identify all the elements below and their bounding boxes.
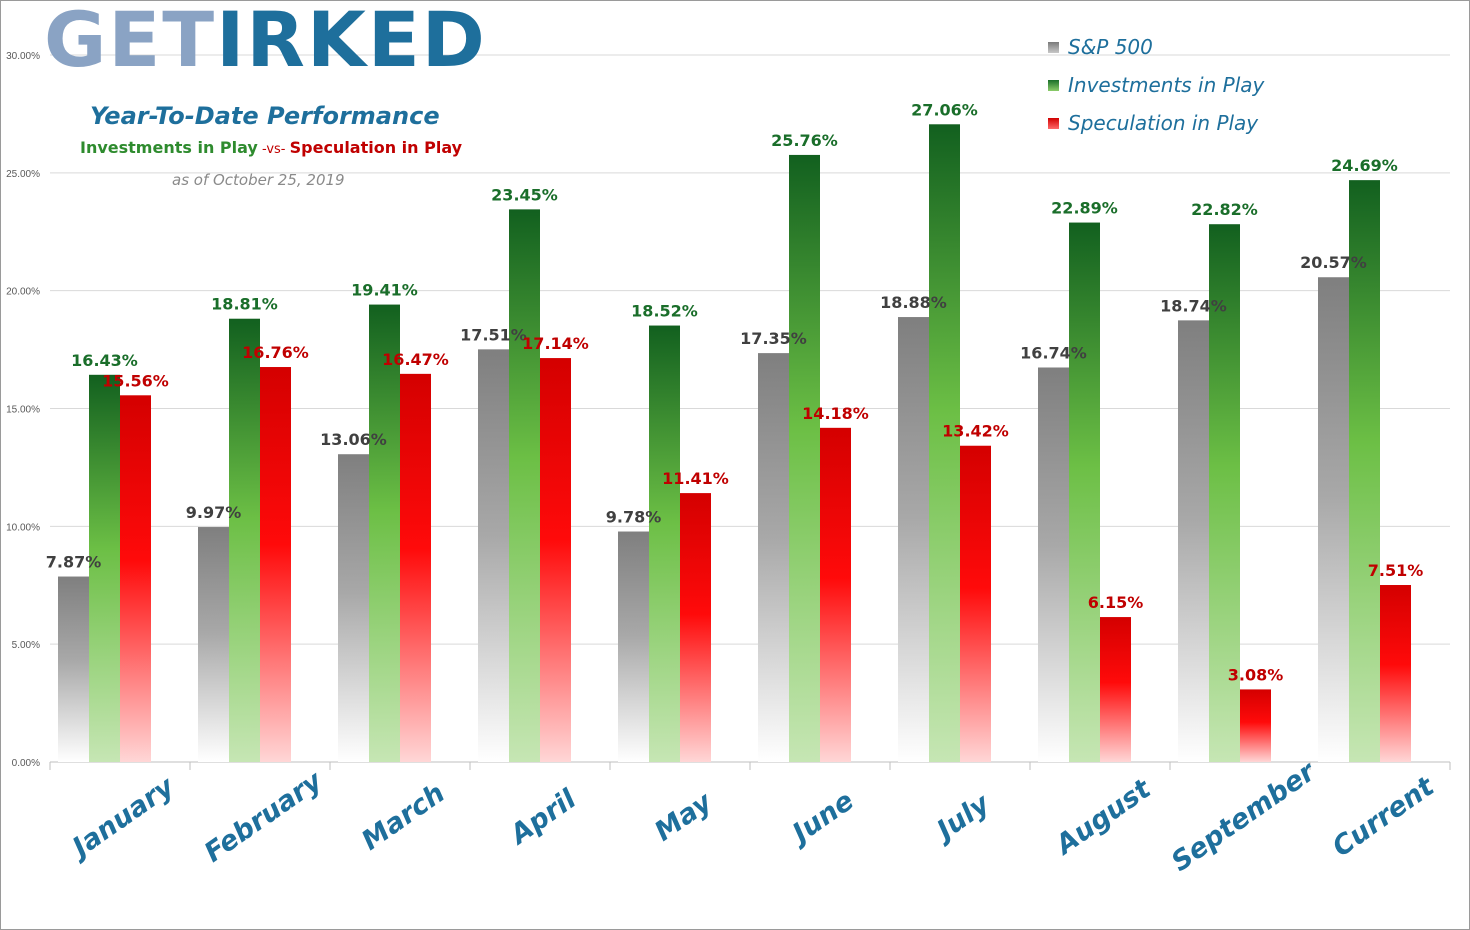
bar-sp500 xyxy=(758,353,789,762)
bar-speculation xyxy=(1240,689,1271,762)
bar-speculation xyxy=(1380,585,1411,762)
data-label-investments: 27.06% xyxy=(911,100,978,119)
data-label-investments: 18.81% xyxy=(211,295,278,314)
data-label-sp500: 16.74% xyxy=(1020,343,1087,362)
data-label-speculation: 11.41% xyxy=(662,469,729,488)
data-label-sp500: 17.51% xyxy=(460,325,527,344)
bar-investments xyxy=(89,374,120,762)
bar-speculation xyxy=(120,395,151,762)
category-label: July xyxy=(927,788,996,849)
versus-line: Investments in Play -vs- Speculation in … xyxy=(80,138,462,157)
versus-investments: Investments in Play xyxy=(80,138,258,157)
legend: S&P 500 Investments in Play Speculation … xyxy=(1048,28,1264,142)
versus-separator: -vs- xyxy=(257,142,290,157)
bar-speculation xyxy=(540,358,571,762)
category-label: September xyxy=(1166,756,1322,878)
data-label-speculation: 7.51% xyxy=(1368,561,1424,580)
data-label-investments: 19.41% xyxy=(351,281,418,300)
category-label: March xyxy=(356,778,450,857)
y-tick-label: 30.00% xyxy=(6,51,40,62)
legend-swatch-investments xyxy=(1048,79,1059,91)
bar-speculation xyxy=(260,367,291,762)
chart-subtitle: Year-To-Date Performance xyxy=(90,102,440,130)
bar-sp500 xyxy=(58,576,89,762)
data-label-sp500: 9.78% xyxy=(606,508,662,527)
bar-sp500 xyxy=(1038,367,1069,762)
legend-item-speculation: Speculation in Play xyxy=(1048,104,1264,142)
legend-swatch-speculation xyxy=(1048,117,1059,129)
bar-sp500 xyxy=(1178,320,1209,762)
data-label-sp500: 18.88% xyxy=(880,293,947,312)
as-of-date: as of October 25, 2019 xyxy=(172,171,345,189)
versus-speculation: Speculation in Play xyxy=(289,138,463,157)
legend-item-sp500: S&P 500 xyxy=(1048,28,1264,66)
y-tick-label: 5.00% xyxy=(12,640,40,651)
bar-investments xyxy=(1069,222,1100,762)
category-label: Current xyxy=(1327,771,1441,864)
logo: GETIRKED xyxy=(44,2,487,78)
data-label-speculation: 3.08% xyxy=(1228,665,1284,684)
bar-investments xyxy=(369,304,400,762)
bar-sp500 xyxy=(898,317,929,762)
bar-sp500 xyxy=(198,527,229,762)
data-label-investments: 22.82% xyxy=(1191,200,1258,219)
bar-speculation xyxy=(820,427,851,762)
y-tick-label: 25.00% xyxy=(6,169,40,180)
bar-sp500 xyxy=(618,531,649,762)
data-label-speculation: 13.42% xyxy=(942,422,1009,441)
logo-get: GET xyxy=(44,0,217,84)
category-label: February xyxy=(199,765,329,869)
data-label-speculation: 6.15% xyxy=(1088,593,1144,612)
category-label: January xyxy=(63,770,181,866)
data-label-investments: 25.76% xyxy=(771,131,838,150)
data-labels: 7.87% 16.43%15.56% 9.97% 18.81% 16.76% 13.06%… xyxy=(46,100,1424,684)
bar-investments xyxy=(649,325,680,762)
data-label-investments: 24.69% xyxy=(1331,156,1398,175)
data-label-speculation: 16.76% xyxy=(242,343,309,362)
y-tick-label: 0.00% xyxy=(12,758,40,769)
bar-speculation xyxy=(680,493,711,762)
bar-investments xyxy=(929,124,960,762)
data-label-speculation: 14.18% xyxy=(802,404,869,423)
data-label-investments: 16.43% xyxy=(71,351,138,370)
bar-investments xyxy=(1349,180,1380,762)
data-label-investments: 18.52% xyxy=(631,302,698,321)
data-label-investments: 22.89% xyxy=(1051,199,1118,218)
category-label: May xyxy=(649,786,719,848)
data-label-sp500: 17.35% xyxy=(740,329,807,348)
data-label-sp500: 20.57% xyxy=(1300,253,1367,272)
category-label: April xyxy=(503,783,582,851)
category-label: June xyxy=(783,785,860,852)
legend-label-speculation: Speculation in Play xyxy=(1068,111,1259,135)
bars xyxy=(58,124,1411,762)
legend-label-investments: Investments in Play xyxy=(1068,73,1265,97)
bar-speculation xyxy=(1100,617,1131,762)
legend-swatch-sp500 xyxy=(1048,41,1059,53)
data-label-sp500: 9.97% xyxy=(186,503,242,522)
bar-speculation xyxy=(400,373,431,762)
bar-investments xyxy=(1209,224,1240,762)
bar-sp500 xyxy=(1318,277,1349,762)
data-label-speculation: 16.47% xyxy=(382,350,449,369)
category-label: August xyxy=(1049,773,1157,862)
y-tick-label: 10.00% xyxy=(6,522,40,533)
data-label-sp500: 7.87% xyxy=(46,553,102,572)
legend-label-sp500: S&P 500 xyxy=(1068,35,1153,59)
bar-investments xyxy=(229,318,260,762)
bar-sp500 xyxy=(338,454,369,762)
data-label-sp500: 13.06% xyxy=(320,430,387,449)
y-tick-label: 20.00% xyxy=(6,287,40,298)
data-label-speculation: 15.56% xyxy=(102,371,169,390)
data-label-investments: 23.45% xyxy=(491,185,558,204)
data-label-speculation: 17.14% xyxy=(522,334,589,353)
bar-speculation xyxy=(960,445,991,762)
y-tick-label: 15.00% xyxy=(6,405,40,416)
bar-investments xyxy=(789,154,820,762)
legend-item-investments: Investments in Play xyxy=(1048,66,1264,104)
logo-irked: IRKED xyxy=(216,0,487,84)
bar-investments xyxy=(509,209,540,762)
data-label-sp500: 18.74% xyxy=(1160,296,1227,315)
bar-sp500 xyxy=(478,349,509,762)
